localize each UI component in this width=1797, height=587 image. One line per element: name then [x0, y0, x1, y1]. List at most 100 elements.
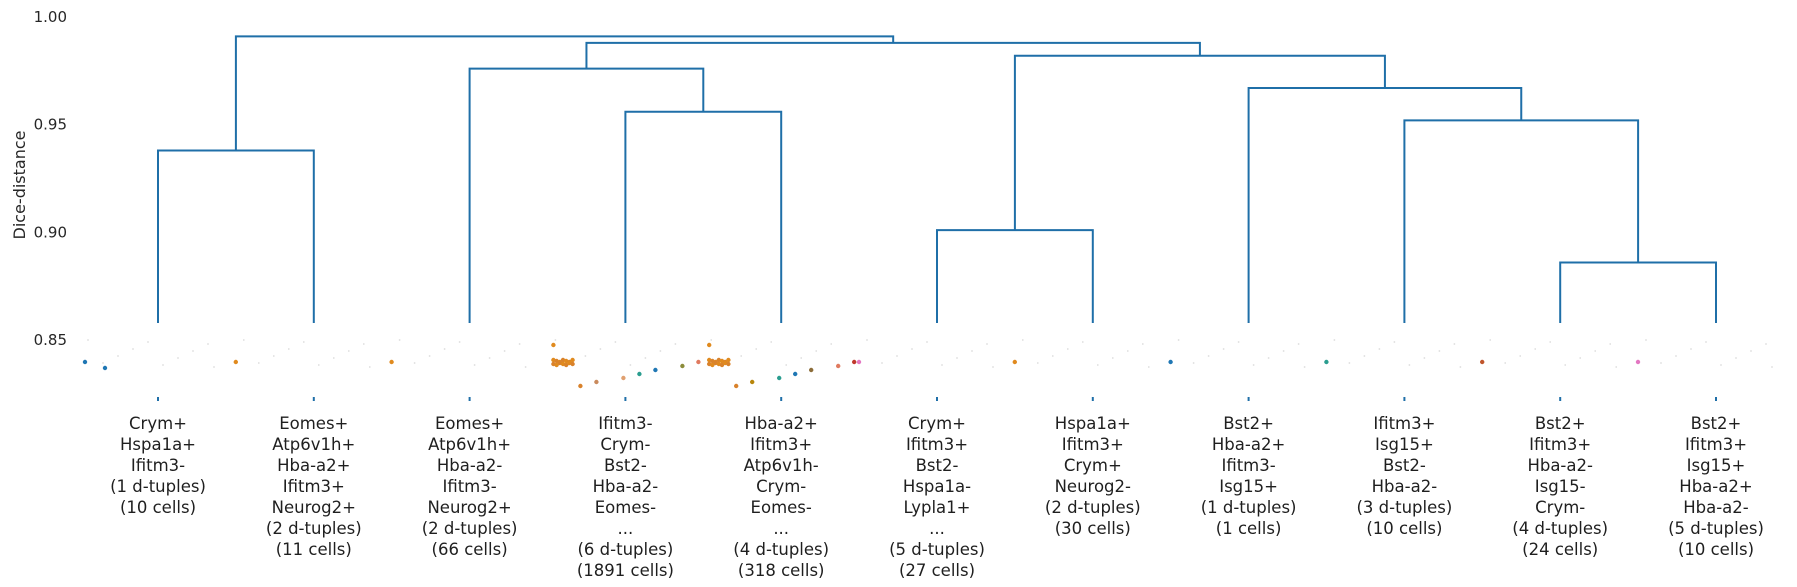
leaf-speck — [1378, 348, 1381, 350]
leaf-label-line: Ifitm3- — [131, 456, 185, 475]
leaf-speck — [1534, 348, 1537, 350]
leaf-speck — [629, 364, 632, 366]
leaf-dot — [594, 379, 599, 385]
leaf-speck — [207, 343, 209, 345]
leaf-speck — [1453, 343, 1456, 345]
leaf-speck — [1765, 343, 1767, 345]
leaf-speck — [770, 341, 773, 343]
leaf-speck — [362, 343, 365, 345]
leaf-speck — [1504, 362, 1507, 364]
leaf-speck — [941, 364, 943, 366]
y-tick-label: 0.85 — [34, 331, 67, 349]
leaf-label-line: Ifitm3+ — [750, 435, 812, 454]
leaf-dot — [578, 383, 583, 389]
leaf-dot — [719, 362, 725, 368]
leaf-label-10: Bst2+ Ifitm3+ Hba-a2- Isg15- Crym- (4 d-tuple… — [1512, 414, 1608, 559]
leaf-label-line: ... — [773, 519, 789, 538]
leaf-dot — [734, 383, 739, 389]
leaf-label-line: Atp6v1h+ — [428, 435, 511, 454]
leaf-label-line: Bst2+ — [1223, 414, 1274, 433]
leaf-label-line: Crym+ — [908, 414, 966, 433]
leaf-label-line: Crym+ — [1064, 456, 1122, 475]
leaf-speck — [443, 348, 446, 350]
leaf-speck — [524, 366, 527, 368]
leaf-speck — [488, 357, 491, 359]
leaf-label-9: Ifitm3+ Isg15+ Bst2- Hba-a2- (3 d-tuples) (10… — [1357, 414, 1453, 538]
leaf-dot — [707, 342, 712, 348]
leaf-speck — [881, 362, 883, 364]
leaf-speck — [1645, 339, 1647, 341]
leaf-dot — [1012, 359, 1017, 365]
leaf-label-line: Hba-a2+ — [1679, 477, 1752, 496]
leaf-label-line: (5 d-tuples) — [1668, 519, 1764, 538]
leaf-label-line: (5 d-tuples) — [889, 540, 985, 559]
leaf-label-line: Isg15+ — [1687, 456, 1746, 475]
dendrogram-link — [936, 229, 1094, 323]
leaf-dot — [570, 361, 575, 367]
leaf-speck — [1363, 355, 1366, 357]
leaf-label-line: (1891 cells) — [577, 561, 674, 580]
leaf-speck — [117, 355, 119, 357]
leaf-speck — [1660, 362, 1662, 364]
leaf-speck — [177, 357, 179, 359]
leaf-speck — [1096, 364, 1099, 366]
leaf-dot — [564, 362, 569, 368]
leaf-dot — [1324, 359, 1329, 365]
leaf-label-line: ... — [618, 519, 634, 538]
leaf-dot — [1635, 359, 1641, 365]
leaf-speck — [1579, 357, 1582, 359]
leaf-label-3: Eomes+ Atp6v1h+ Hba-a2- Ifitm3- Neurog2+ (2 d… — [422, 414, 518, 559]
y-tick-label: 1.00 — [34, 8, 67, 26]
leaf-speck — [257, 362, 260, 364]
leaf-label-line: Bst2+ — [1535, 414, 1586, 433]
leaf-dot — [1480, 359, 1485, 365]
leaf-speck — [1690, 348, 1692, 350]
leaf-label-line: Crym+ — [129, 414, 187, 433]
leaf-label-line: Ifitm3+ — [1062, 435, 1124, 454]
leaf-speck — [413, 362, 416, 364]
leaf-speck — [473, 364, 476, 366]
leaf-speck — [710, 339, 713, 341]
leaf-label-line: Ifitm3+ — [1685, 435, 1747, 454]
leaf-speck — [1489, 339, 1492, 341]
leaf-label-line: (2 d-tuples) — [266, 519, 362, 538]
leaf-speck — [1333, 339, 1336, 341]
leaf-speck — [1303, 366, 1306, 368]
leaf-speck — [614, 341, 617, 343]
leaf-label-line: (4 d-tuples) — [1512, 519, 1608, 538]
leaf-label-1: Crym+ Hspa1a+ Ifitm3- (1 d-tuples) (10 cells… — [110, 414, 206, 517]
leaf-label-line: Eomes+ — [279, 414, 348, 433]
leaf-speck — [192, 350, 194, 352]
leaf-dot — [809, 367, 814, 373]
leaf-label-line: (10 cells) — [120, 498, 196, 517]
leaf-label-line: Ifitm3+ — [1373, 414, 1435, 433]
leaf-speck — [1423, 357, 1426, 359]
leaf-speck — [1192, 362, 1195, 364]
leaf-speck — [830, 343, 833, 345]
leaf-label-line: Crym- — [756, 477, 806, 496]
leaf-speck — [287, 348, 290, 350]
leaf-label-line: (30 cells) — [1055, 519, 1131, 538]
leaf-speck — [1675, 355, 1677, 357]
dendrogram-link — [1559, 261, 1717, 323]
leaf-speck — [599, 348, 602, 350]
leaf-label-line: Isg15+ — [1219, 477, 1278, 496]
leaf-label-5: Hba-a2+ Ifitm3+ Atp6v1h- Crym- Eomes-... (4 d… — [733, 414, 829, 580]
y-tick-label: 0.90 — [34, 223, 67, 241]
leaf-speck — [147, 341, 149, 343]
leaf-dot — [726, 357, 731, 363]
leaf-label-line: (4 d-tuples) — [733, 540, 829, 559]
leaf-speck — [1081, 341, 1084, 343]
leaf-speck — [1459, 366, 1462, 368]
leaf-label-line: Bst2+ — [1691, 414, 1742, 433]
leaf-label-line: (10 cells) — [1678, 540, 1754, 559]
dendrogram-link — [234, 35, 895, 151]
leaf-label-line: Isg15+ — [1375, 435, 1434, 454]
leaf-speck — [213, 366, 215, 368]
leaf-speck — [347, 350, 350, 352]
leaf-dot — [82, 359, 88, 365]
leaf-label-line: Ifitm3+ — [906, 435, 968, 454]
leaf-dot — [836, 363, 841, 369]
leaf-dot — [750, 379, 755, 385]
